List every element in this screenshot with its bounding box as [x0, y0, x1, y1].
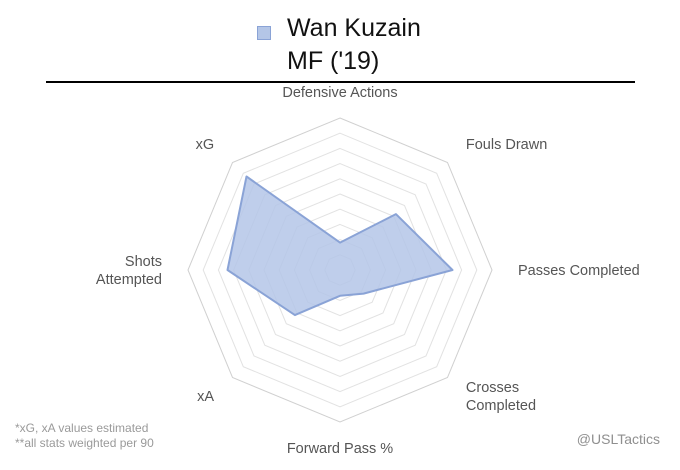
axis-label: Shots Attempted — [96, 254, 162, 288]
grid-ring — [187, 117, 493, 423]
axis-label: xA — [197, 389, 214, 405]
header-divider — [46, 81, 635, 83]
footnote-estimated: *xG, xA values estimated — [15, 421, 149, 435]
axis-label: Fouls Drawn — [466, 137, 547, 153]
credit-handle: @USLTactics — [576, 431, 660, 447]
chart-header: Wan Kuzain MF ('19) — [0, 0, 680, 83]
legend-swatch — [257, 26, 271, 40]
axis-label: Crosses Completed — [466, 380, 536, 414]
series-area — [226, 175, 454, 317]
axis-label: Defensive Actions — [282, 85, 397, 101]
grid-ring — [202, 132, 478, 408]
footnote-per90: **all stats weighted per 90 — [15, 436, 154, 450]
axis-label: xG — [196, 137, 215, 153]
axis-label: Forward Pass % — [287, 441, 393, 457]
chart-title: Wan Kuzain — [287, 14, 421, 42]
axis-label: Passes Completed — [518, 263, 640, 279]
chart-subtitle: MF ('19) — [287, 47, 380, 75]
